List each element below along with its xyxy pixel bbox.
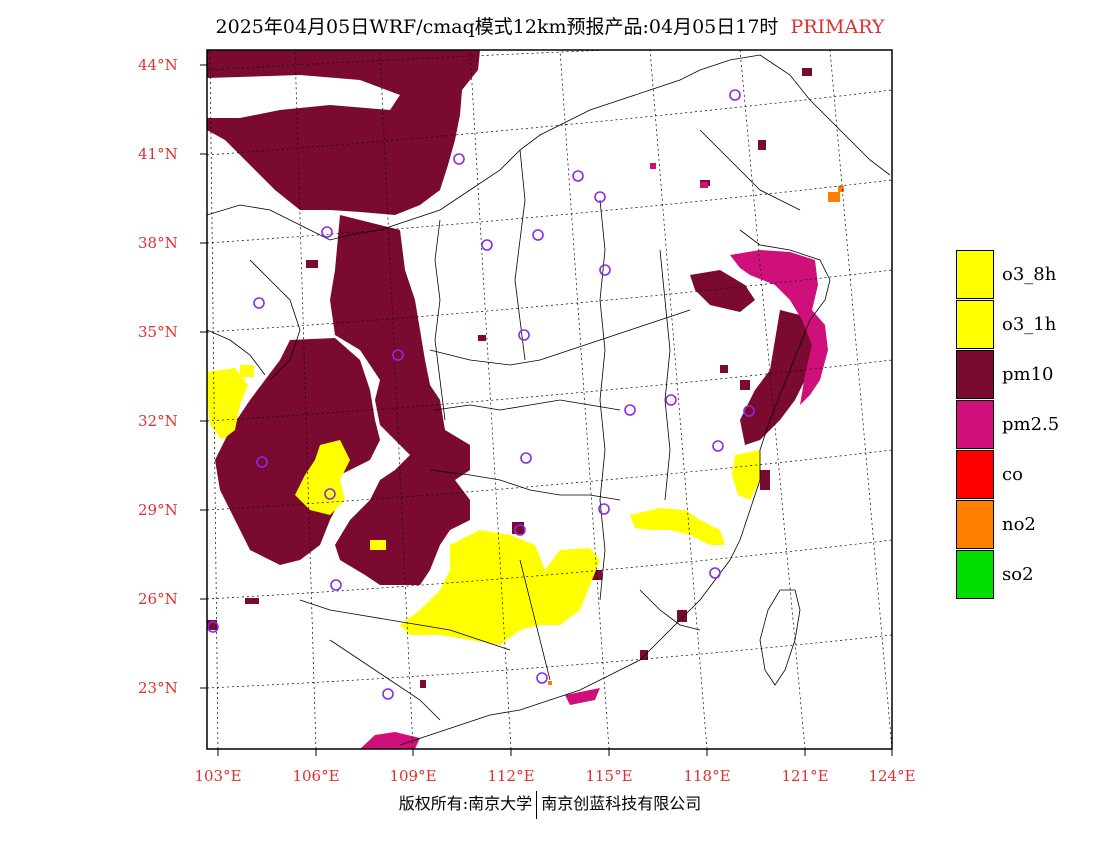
lon-label: 115°E	[585, 767, 633, 785]
legend-item: so2	[956, 549, 1059, 599]
o3-region	[207, 365, 760, 645]
legend-label: o3_1h	[1002, 313, 1057, 335]
legend-label: pm10	[1002, 363, 1054, 385]
legend-label: so2	[1002, 563, 1034, 585]
no2-region	[548, 186, 844, 685]
legend-item: o3_8h	[956, 249, 1059, 299]
lon-label: 106°E	[292, 767, 340, 785]
lat-label: 44°N	[138, 56, 178, 74]
legend-swatch	[956, 399, 994, 449]
lon-label: 118°E	[683, 767, 731, 785]
lat-label: 35°N	[138, 323, 178, 341]
lon-label: 124°E	[868, 767, 916, 785]
lat-label: 41°N	[138, 145, 178, 163]
legend-swatch	[956, 499, 994, 549]
legend-item: pm2.5	[956, 399, 1059, 449]
lat-label: 38°N	[138, 234, 178, 252]
copyright-footer: 版权所有:南京大学 南京创蓝科技有限公司	[0, 790, 1100, 819]
lat-label: 26°N	[138, 590, 178, 608]
legend-swatch	[956, 549, 994, 599]
title-tag: PRIMARY	[790, 16, 885, 38]
legend-label: co	[1002, 463, 1023, 485]
legend-item: pm10	[956, 349, 1059, 399]
legend-swatch	[956, 249, 994, 299]
legend-swatch	[956, 349, 994, 399]
legend-swatch	[956, 449, 994, 499]
lat-label: 23°N	[138, 679, 178, 697]
boundary-lines	[207, 54, 891, 746]
lat-label: 32°N	[138, 412, 178, 430]
copyright-right: 南京创蓝科技有限公司	[541, 794, 702, 813]
lat-label: 29°N	[138, 501, 178, 519]
legend-label: pm2.5	[1002, 413, 1060, 435]
pollutant-legend: o3_8h o3_1h pm10 pm2.5 co no2 so2	[956, 249, 1059, 599]
lon-label: 103°E	[194, 767, 242, 785]
lon-label: 112°E	[487, 767, 535, 785]
footer-separator	[536, 790, 538, 819]
graticule	[207, 50, 892, 749]
lon-label: 109°E	[389, 767, 437, 785]
title-main: 2025年04月05日WRF/cmaq模式12km预报产品:04月05日17时	[215, 16, 779, 38]
legend-label: no2	[1002, 513, 1036, 535]
legend-item: no2	[956, 499, 1059, 549]
legend-swatch	[956, 299, 994, 349]
pm10-region	[207, 50, 820, 688]
station-markers	[207, 89, 755, 700]
legend-item: co	[956, 449, 1059, 499]
legend-label: o3_8h	[1002, 263, 1057, 285]
map-title: 2025年04月05日WRF/cmaq模式12km预报产品:04月05日17时 P…	[0, 12, 1100, 39]
pm25-region	[360, 163, 828, 749]
lon-label: 121°E	[781, 767, 829, 785]
legend-item: o3_1h	[956, 299, 1059, 349]
copyright-left: 版权所有:南京大学	[398, 794, 533, 813]
